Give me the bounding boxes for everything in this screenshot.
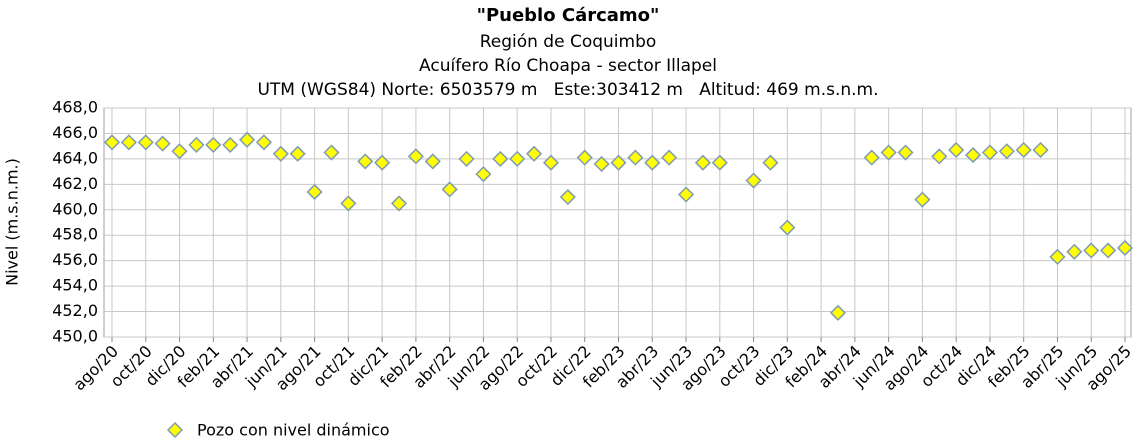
legend-marker: [166, 421, 184, 439]
subtitle: UTM (WGS84) Norte: 6503579 m Este:303412…: [257, 80, 878, 100]
y-tick-label: 454,0: [52, 276, 98, 295]
point: [1100, 242, 1117, 259]
point: [1049, 248, 1066, 265]
point: [880, 144, 897, 161]
point: [627, 149, 644, 166]
point: [779, 219, 796, 236]
point: [931, 148, 948, 165]
point: [829, 304, 847, 321]
point: [981, 144, 998, 161]
y-tick-label: 460,0: [52, 199, 98, 218]
point: [205, 136, 222, 153]
point: [222, 136, 239, 153]
y-tick-label: 462,0: [52, 174, 98, 193]
point: [948, 141, 965, 159]
point: [340, 195, 357, 212]
point: [103, 134, 121, 151]
point: [323, 144, 340, 161]
point: [644, 154, 661, 171]
point: [509, 150, 526, 167]
y-tick-label: 468,0: [52, 98, 98, 117]
legend-label: Pozo con nivel dinámico: [197, 421, 390, 440]
point: [390, 195, 408, 212]
point: [1066, 243, 1083, 260]
point: [762, 154, 779, 171]
point: [424, 153, 441, 170]
chart-title: "Pueblo Cárcamo": [477, 5, 660, 26]
point: [492, 150, 509, 167]
point: [998, 143, 1015, 160]
y-tick-label: 450,0: [52, 327, 98, 346]
point: [1116, 239, 1134, 257]
y-tick-label: 456,0: [52, 250, 98, 269]
point: [593, 155, 610, 173]
point: [576, 149, 593, 166]
point: [914, 191, 931, 208]
point: [694, 154, 711, 171]
point: [526, 145, 543, 162]
point: [255, 134, 273, 151]
point: [745, 172, 762, 189]
y-axis-label: Nivel (m.s.n.m.): [3, 158, 22, 286]
point: [475, 166, 492, 183]
point: [407, 148, 424, 165]
y-tick-label: 458,0: [52, 225, 98, 244]
point: [120, 134, 137, 151]
point: [863, 149, 880, 166]
y-tick-label: 466,0: [52, 123, 98, 142]
subtitle: Región de Coquimbo: [480, 32, 657, 52]
point: [441, 181, 458, 198]
point: [458, 150, 475, 167]
point: [306, 183, 323, 201]
point: [374, 154, 391, 171]
point: [272, 145, 289, 162]
point: [154, 135, 171, 152]
point: [661, 149, 678, 166]
point: [1083, 242, 1100, 259]
point: [711, 154, 728, 171]
y-tick-label: 464,0: [52, 148, 98, 167]
point: [137, 134, 154, 151]
point: [677, 186, 695, 203]
point: [897, 144, 914, 161]
x-tick-label: ago/20: [69, 342, 122, 395]
point: [559, 188, 576, 206]
subtitle: Acuífero Río Choapa - sector Illapel: [419, 56, 717, 76]
y-tick-label: 452,0: [52, 301, 98, 320]
point: [357, 153, 374, 170]
point: [1032, 141, 1049, 159]
point: [964, 147, 982, 164]
point: [239, 131, 256, 148]
point: [610, 154, 627, 171]
point: [542, 154, 560, 171]
point: [188, 136, 205, 153]
point: [171, 143, 188, 160]
point: [1015, 141, 1032, 159]
point: [289, 145, 306, 162]
